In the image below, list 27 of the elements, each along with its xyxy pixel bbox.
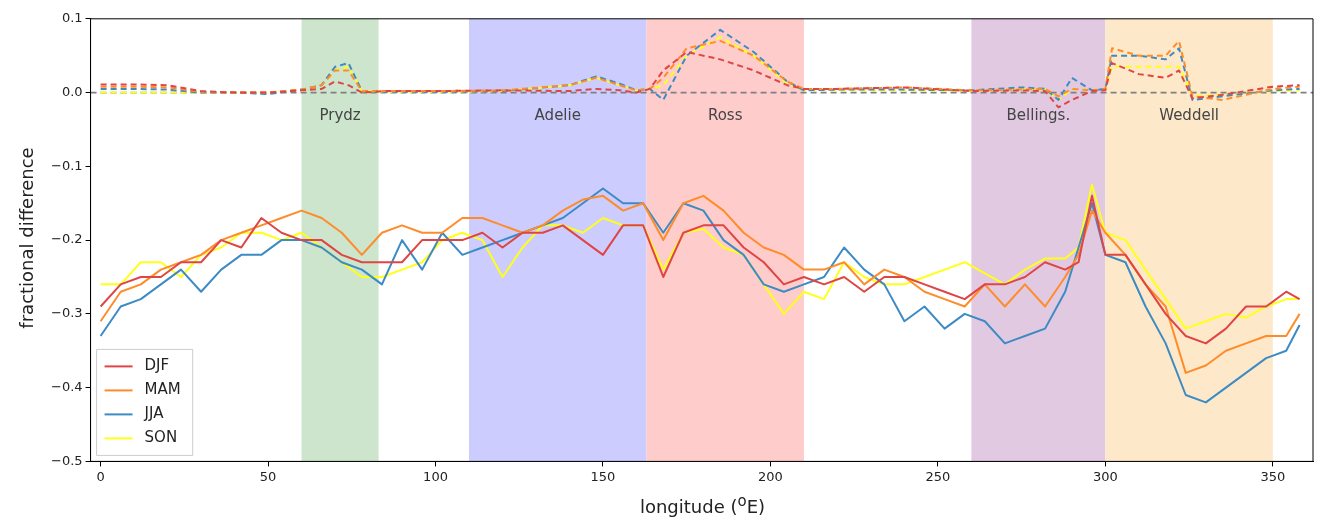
band-label: Bellings. [1006, 106, 1071, 125]
y-tick-label: 0.0 [61, 83, 83, 99]
band-label: Prydz [319, 106, 361, 125]
x-axis-title: longitude ($^{o}$E) [638, 492, 767, 517]
line-series [99, 51, 1301, 109]
y-tick-label: −0.5 [50, 452, 83, 468]
x-tick-label: 50 [259, 468, 277, 484]
band-label: Adelie [534, 106, 581, 125]
x-tick-label: 250 [925, 468, 951, 484]
x-tick-label: 350 [1260, 468, 1286, 484]
y-tick-label: −0.2 [50, 231, 83, 247]
y-tick-label: −0.4 [50, 379, 83, 395]
x-tick-label: 300 [1092, 468, 1118, 484]
band-label: Weddell [1159, 106, 1219, 125]
y-tick-label: −0.3 [50, 305, 83, 321]
band-label: Ross [707, 106, 743, 125]
x-tick-label: 150 [590, 468, 616, 484]
y-tick-label: 0.1 [61, 10, 83, 26]
legend-label: MAM [144, 380, 181, 399]
x-tick-label: 0 [96, 468, 105, 484]
y-axis-title: fractional difference [15, 147, 37, 329]
legend-label: SON [144, 428, 178, 447]
x-tick-label: 100 [423, 468, 448, 484]
legend-label: DJF [144, 356, 170, 375]
y-tick-label: −0.1 [50, 157, 83, 173]
x-tick-label: 200 [758, 468, 783, 484]
legend-label: JJA [143, 404, 165, 423]
